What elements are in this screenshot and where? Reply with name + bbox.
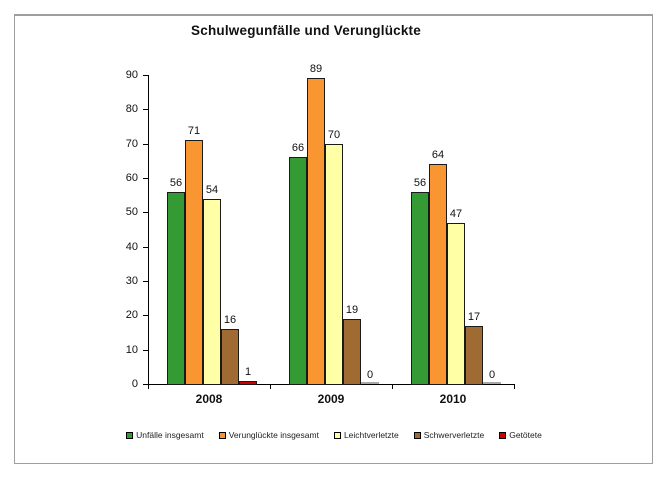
bar [465,326,483,385]
x-tick-mark [270,385,271,389]
bar-value-label: 0 [488,369,496,381]
y-tick-label: 30 [125,275,138,287]
legend-item: Unfälle insgesamt [126,430,204,440]
bar [411,192,429,385]
y-tick-mark [143,315,148,316]
y-tick-label: 0 [131,378,138,390]
x-category-label: 2009 [317,392,345,406]
bar-value-label: 16 [223,314,237,326]
y-tick-label: 20 [125,309,138,321]
x-category-label: 2008 [195,392,223,406]
legend-swatch-icon [218,431,226,439]
bar-value-label: 56 [169,177,183,189]
bar-value-label: 56 [413,177,427,189]
y-tick-mark [143,384,148,385]
y-tick-mark [143,212,148,213]
legend-swatch-icon [413,431,421,439]
bar-value-label: 19 [345,304,359,316]
bar-value-label: 47 [449,208,463,220]
legend-label: Verunglückte insgesamt [228,430,319,440]
x-category-label: 2010 [439,392,467,406]
bar-value-label: 54 [205,184,219,196]
legend-item: Getötete [499,430,542,440]
y-tick-mark [143,144,148,145]
legend-swatch-icon [499,431,507,439]
bar [185,140,203,385]
bar [325,144,343,385]
bar [167,192,185,385]
legend-item: Schwerverletzte [413,430,485,440]
y-tick-label: 40 [125,241,138,253]
bar [289,157,307,385]
y-axis [148,75,149,385]
legend-swatch-icon [126,431,134,439]
legend-item: Leichtverletzte [333,430,399,440]
bar [343,319,361,385]
y-tick-mark [143,350,148,351]
legend-label: Unfälle insgesamt [136,430,204,440]
bar [307,78,325,385]
bar [221,329,239,385]
legend-label: Leichtverletzte [343,430,399,440]
y-tick-label: 90 [125,69,138,81]
x-tick-mark [392,385,393,389]
y-tick-label: 80 [125,103,138,115]
y-tick-mark [143,281,148,282]
y-tick-label: 50 [125,206,138,218]
bar-value-label: 70 [327,129,341,141]
bar [239,381,257,385]
bar [447,223,465,385]
x-tick-mark [148,385,149,389]
y-tick-mark [143,178,148,179]
bar [203,199,221,385]
legend: Unfälle insgesamt Verunglückte insgesamt L… [15,430,653,440]
legend-label: Getötete [509,430,542,440]
y-tick-label: 70 [125,138,138,150]
bar-value-label: 66 [291,142,305,154]
bar [429,164,447,385]
y-tick-mark [143,109,148,110]
bar-zero [361,382,379,384]
bar-value-label: 0 [366,369,374,381]
bar-value-label: 64 [431,149,445,161]
x-tick-mark [514,385,515,389]
chart-title: Schulwegunfälle und Verunglückte [191,23,421,38]
legend-item: Verunglückte insgesamt [218,430,319,440]
bar-value-label: 17 [467,311,481,323]
y-tick-label: 10 [125,344,138,356]
legend-swatch-icon [333,431,341,439]
bar-value-label: 71 [187,125,201,137]
bar-zero [483,382,501,384]
y-tick-label: 60 [125,172,138,184]
bar-value-label: 89 [309,63,323,75]
legend-label: Schwerverletzte [423,430,485,440]
bar-value-label: 1 [244,366,252,378]
y-tick-mark [143,75,148,76]
y-tick-mark [143,247,148,248]
